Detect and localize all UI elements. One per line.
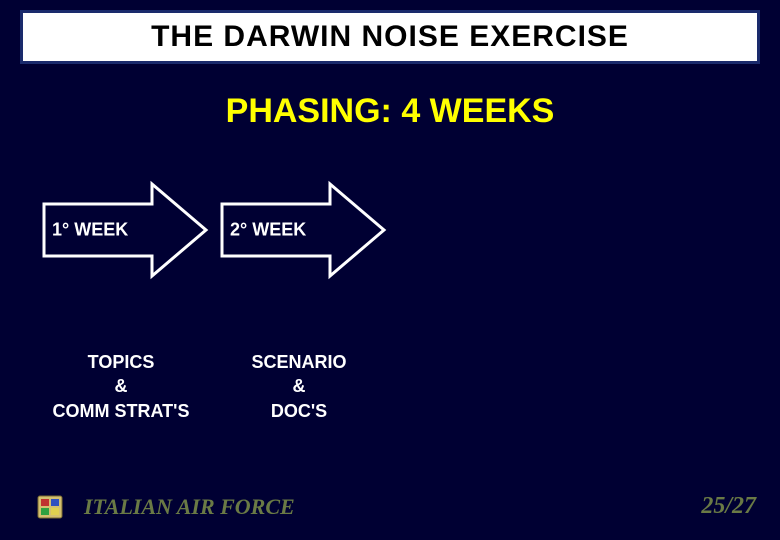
title-bar: THE DARWIN NOISE EXERCISE <box>20 10 760 64</box>
desc-line: DOC'S <box>218 399 380 423</box>
slide-footer: ITALIAN AIR FORCE 25/27 <box>0 492 780 522</box>
emblem-icon <box>36 492 64 522</box>
desc-line: SCENARIO <box>218 350 380 374</box>
arrow-row: 1° WEEK 2° WEEK <box>40 180 388 280</box>
week-description-1: TOPICS & COMM STRAT'S <box>40 350 202 423</box>
slide-subtitle: PHASING: 4 WEEKS <box>0 92 780 131</box>
week-arrow-2: 2° WEEK <box>218 180 388 280</box>
arrow-label: 2° WEEK <box>230 220 306 241</box>
desc-line: & <box>40 374 202 398</box>
slide-title: THE DARWIN NOISE EXERCISE <box>151 20 629 54</box>
week-description-2: SCENARIO & DOC'S <box>218 350 380 423</box>
week-arrow-1: 1° WEEK <box>40 180 210 280</box>
page-number: 25/27 <box>701 493 756 520</box>
desc-line: COMM STRAT'S <box>40 399 202 423</box>
desc-line: TOPICS <box>40 350 202 374</box>
arrow-label: 1° WEEK <box>52 220 128 241</box>
desc-line: & <box>218 374 380 398</box>
footer-org: ITALIAN AIR FORCE <box>84 494 295 520</box>
description-row: TOPICS & COMM STRAT'S SCENARIO & DOC'S <box>40 350 380 423</box>
